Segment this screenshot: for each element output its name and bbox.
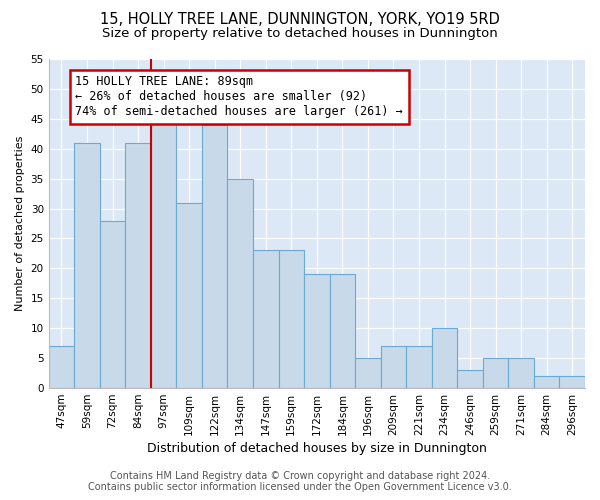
Bar bbox=[457, 370, 483, 388]
Bar bbox=[278, 250, 304, 388]
Bar bbox=[380, 346, 406, 388]
Bar bbox=[253, 250, 278, 388]
Bar bbox=[406, 346, 432, 388]
Bar bbox=[100, 220, 125, 388]
Bar bbox=[534, 376, 559, 388]
X-axis label: Distribution of detached houses by size in Dunnington: Distribution of detached houses by size … bbox=[147, 442, 487, 455]
Bar bbox=[202, 125, 227, 388]
Bar bbox=[125, 143, 151, 388]
Text: Contains HM Land Registry data © Crown copyright and database right 2024.
Contai: Contains HM Land Registry data © Crown c… bbox=[88, 471, 512, 492]
Bar bbox=[432, 328, 457, 388]
Bar bbox=[176, 202, 202, 388]
Bar bbox=[508, 358, 534, 388]
Bar bbox=[49, 346, 74, 388]
Bar bbox=[329, 274, 355, 388]
Bar bbox=[227, 178, 253, 388]
Text: Size of property relative to detached houses in Dunnington: Size of property relative to detached ho… bbox=[102, 28, 498, 40]
Y-axis label: Number of detached properties: Number of detached properties bbox=[15, 136, 25, 311]
Bar bbox=[483, 358, 508, 388]
Bar bbox=[151, 119, 176, 388]
Bar bbox=[355, 358, 380, 388]
Text: 15, HOLLY TREE LANE, DUNNINGTON, YORK, YO19 5RD: 15, HOLLY TREE LANE, DUNNINGTON, YORK, Y… bbox=[100, 12, 500, 28]
Text: 15 HOLLY TREE LANE: 89sqm
← 26% of detached houses are smaller (92)
74% of semi-: 15 HOLLY TREE LANE: 89sqm ← 26% of detac… bbox=[76, 76, 403, 118]
Bar bbox=[304, 274, 329, 388]
Bar bbox=[74, 143, 100, 388]
Bar bbox=[559, 376, 585, 388]
